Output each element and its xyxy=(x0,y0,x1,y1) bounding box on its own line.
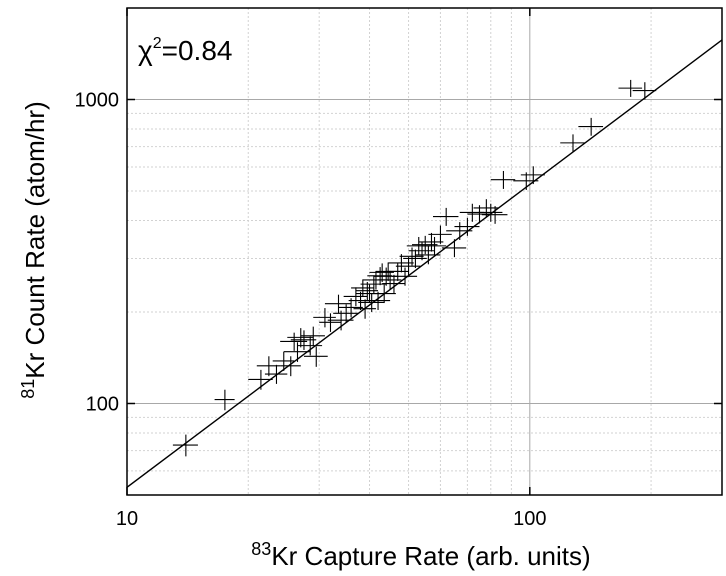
data-point xyxy=(578,117,604,136)
data-point xyxy=(481,206,508,224)
grid xyxy=(127,8,722,495)
data-point xyxy=(395,257,421,276)
data-point xyxy=(338,298,363,318)
data-point xyxy=(303,346,328,367)
data-point xyxy=(297,336,323,356)
data-point xyxy=(618,79,643,97)
y-tick-label: 1000 xyxy=(75,90,120,112)
data-point xyxy=(454,217,480,236)
x-tick-label: 100 xyxy=(513,508,546,530)
data-point xyxy=(172,434,198,457)
data-point xyxy=(632,82,657,100)
data-point xyxy=(422,236,447,256)
data-point xyxy=(382,274,406,293)
data-point xyxy=(392,267,418,286)
data-point xyxy=(478,203,503,222)
data-point xyxy=(287,328,314,348)
data-point xyxy=(560,134,585,152)
data-point xyxy=(441,239,467,258)
data-point xyxy=(388,254,414,273)
data-point xyxy=(371,284,396,304)
data-point xyxy=(433,207,459,226)
data-point xyxy=(313,308,336,328)
x-tick-label: 10 xyxy=(116,508,138,530)
data-point xyxy=(280,356,301,377)
fit-line-group xyxy=(126,39,723,488)
data-point xyxy=(403,249,427,269)
plot-frame xyxy=(126,7,723,496)
data-point xyxy=(355,281,379,301)
chi-square-annotation: χ2=0.84 xyxy=(138,35,232,66)
data-point xyxy=(428,225,452,244)
data-point xyxy=(365,291,391,311)
data-point xyxy=(264,364,288,384)
data-point xyxy=(324,294,352,314)
data-point xyxy=(248,369,273,390)
data-point xyxy=(327,310,354,331)
data-point xyxy=(446,222,473,241)
data-point xyxy=(319,313,342,332)
data-points xyxy=(172,79,657,457)
data-point xyxy=(351,279,374,298)
data-point xyxy=(214,389,235,411)
data-point xyxy=(520,166,545,185)
y-axis-label: 81Kr Count Rate (atom/hr) xyxy=(18,101,50,398)
data-point xyxy=(415,246,441,265)
y-tick-label: 100 xyxy=(86,393,119,415)
data-point xyxy=(412,235,438,255)
data-point xyxy=(300,326,325,346)
data-point xyxy=(360,275,387,294)
axis-ticks: 10 100 100 1000 xyxy=(75,8,722,530)
data-point xyxy=(280,332,308,351)
data-point xyxy=(490,170,516,189)
x-axis-label: 83Kr Capture Rate (arb. units) xyxy=(251,539,590,571)
data-point xyxy=(290,330,317,350)
data-point xyxy=(358,293,385,312)
data-point xyxy=(418,232,444,252)
fit-line xyxy=(126,39,723,488)
